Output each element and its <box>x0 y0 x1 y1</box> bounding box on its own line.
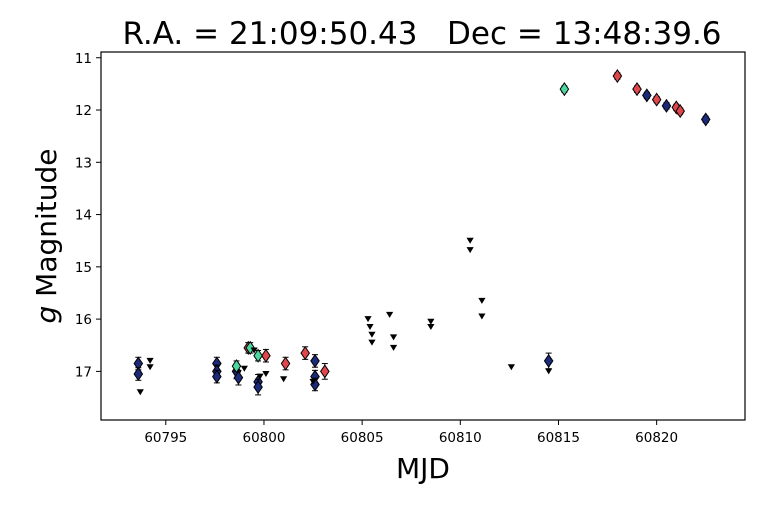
data-point-red <box>632 82 642 97</box>
data-point-red <box>300 345 310 361</box>
upper-limit-marker <box>427 318 435 325</box>
data-point-navy <box>133 366 144 382</box>
data-point-red <box>280 356 291 371</box>
upper-limit-marker <box>507 364 515 371</box>
data-markers <box>133 68 711 396</box>
y-tick-label: 12 <box>75 103 92 119</box>
upper-limit-marker <box>389 334 398 341</box>
upper-limit-marker <box>256 373 264 380</box>
upper-limit-marker <box>545 368 553 375</box>
upper-limit-marker <box>366 323 374 330</box>
x-tick-label: 60805 <box>341 430 384 446</box>
data-point-red <box>651 92 662 107</box>
y-tick-label: 17 <box>75 364 92 380</box>
data-point-red <box>261 348 271 363</box>
upper-limit-marker <box>386 311 394 318</box>
data-point-red <box>320 364 330 379</box>
data-point-navy <box>543 353 554 369</box>
data-point-navy <box>661 98 672 113</box>
upper-limit-marker <box>478 313 486 320</box>
y-tick-label: 15 <box>75 260 92 276</box>
chart-title: R.A. = 21:09:50.43 Dec = 13:48:39.6 <box>122 16 721 52</box>
x-axis-ticks: 60795 60800 60805 60810 60815 60820 <box>144 420 678 446</box>
upper-limit-marker <box>368 339 376 346</box>
upper-limit-marker <box>250 347 258 354</box>
data-point-navy <box>233 370 244 385</box>
upper-limit-marker <box>262 371 270 377</box>
data-point-red <box>671 100 682 115</box>
upper-limit-marker <box>364 316 372 323</box>
upper-limit-marker <box>478 297 486 304</box>
x-tick-label: 60810 <box>439 430 482 446</box>
upper-limit-marker <box>466 247 474 254</box>
y-tick-label: 13 <box>75 155 92 171</box>
x-tick-label: 60800 <box>242 430 285 446</box>
data-point-navy <box>253 379 263 395</box>
x-tick-label: 60815 <box>537 430 580 446</box>
data-point-green <box>245 340 256 355</box>
x-tick-label: 60795 <box>144 430 187 446</box>
upper-limit-marker <box>309 378 317 385</box>
data-point-green <box>231 359 242 374</box>
y-axis-label-italic: g <box>30 306 63 324</box>
y-tick-label: 16 <box>75 312 92 328</box>
upper-limit-marker <box>240 365 248 372</box>
upper-limit-marker <box>146 357 154 364</box>
data-point-navy <box>212 369 222 384</box>
upper-limit-marker <box>279 376 288 383</box>
data-point-green <box>253 348 263 363</box>
upper-limit-marker <box>368 331 376 338</box>
data-point-red <box>675 103 686 119</box>
y-tick-label: 11 <box>75 51 92 67</box>
y-tick-label: 14 <box>75 208 92 224</box>
y-axis-label: g Magnitude <box>30 148 63 323</box>
data-point-navy <box>700 112 711 127</box>
data-point-navy <box>642 88 652 103</box>
upper-limit-marker <box>466 237 474 244</box>
upper-limit-marker <box>136 389 144 396</box>
upper-limit-marker <box>146 364 154 371</box>
y-axis-label-text: Magnitude <box>30 148 63 305</box>
plot-area <box>100 51 746 421</box>
data-point-navy <box>310 353 320 369</box>
data-point-red <box>612 68 623 84</box>
upper-limit-marker <box>427 323 435 330</box>
x-tick-label: 60820 <box>635 430 678 446</box>
data-point-green <box>559 82 570 97</box>
y-axis-ticks: 11 12 13 14 15 16 17 <box>75 51 101 380</box>
plot-frame <box>100 51 746 421</box>
x-axis-label: MJD <box>396 452 450 485</box>
upper-limit-marker <box>389 344 398 351</box>
